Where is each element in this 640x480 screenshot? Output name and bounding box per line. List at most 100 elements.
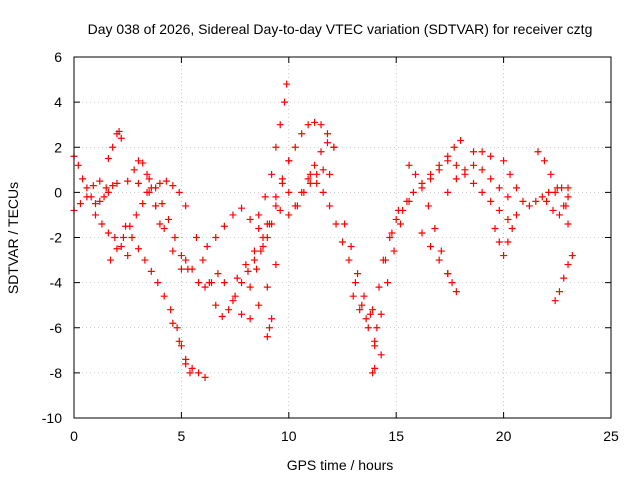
data-point — [147, 267, 155, 275]
data-point — [377, 310, 385, 318]
data-point — [188, 364, 196, 372]
data-point — [551, 297, 559, 305]
data-point — [519, 197, 527, 205]
data-point — [341, 220, 349, 228]
grid-layer — [74, 57, 611, 418]
data-point — [265, 324, 273, 332]
series-track-4 — [104, 127, 125, 163]
data-point — [562, 202, 570, 210]
data-point — [96, 197, 104, 205]
data-point — [306, 170, 314, 178]
data-point — [182, 202, 190, 210]
data-point — [373, 324, 381, 332]
data-point — [560, 274, 568, 282]
data-point — [113, 245, 121, 253]
series-track-32 — [427, 157, 512, 223]
y-tick-label: -8 — [50, 365, 63, 381]
data-point — [452, 161, 460, 169]
data-point — [158, 200, 166, 208]
series-track-6 — [124, 157, 164, 228]
data-point — [487, 197, 495, 205]
series-track-7 — [122, 222, 194, 377]
series-track-11 — [169, 319, 209, 381]
data-point — [255, 211, 263, 219]
data-point — [132, 211, 140, 219]
data-point — [165, 215, 173, 223]
series-track-5 — [107, 188, 153, 264]
data-point — [169, 247, 177, 255]
data-point — [171, 234, 179, 241]
data-point — [276, 206, 284, 214]
data-point — [167, 306, 175, 314]
data-point — [192, 234, 200, 241]
series-track-19 — [263, 315, 276, 341]
data-point — [214, 270, 222, 278]
data-point — [504, 238, 512, 246]
data-point — [332, 220, 340, 228]
data-point — [177, 265, 185, 273]
data-point — [390, 247, 398, 255]
series-track-17 — [246, 157, 293, 291]
data-point — [182, 355, 190, 363]
data-point — [122, 222, 130, 230]
x-tick-label: 5 — [178, 428, 186, 444]
data-point — [225, 306, 233, 314]
data-point — [366, 310, 374, 318]
data-point — [272, 261, 280, 269]
data-point — [175, 337, 183, 345]
data-point — [145, 175, 153, 183]
data-point — [98, 220, 106, 228]
data-point — [134, 179, 142, 187]
data-point — [564, 193, 572, 201]
data-point — [543, 197, 551, 205]
series-track-24 — [341, 220, 381, 332]
data-point — [169, 182, 177, 190]
y-tick-label: 2 — [54, 139, 62, 155]
data-point — [377, 351, 385, 359]
data-point — [549, 206, 557, 214]
data-point — [555, 211, 563, 219]
data-point — [156, 220, 164, 228]
data-point — [195, 369, 203, 377]
series-track-10 — [156, 177, 190, 210]
data-point — [525, 202, 533, 210]
data-point — [285, 211, 293, 219]
data-point — [444, 270, 452, 278]
data-point — [261, 193, 269, 201]
data-point — [313, 170, 321, 178]
data-point — [285, 157, 293, 165]
data-point — [229, 297, 237, 305]
series-track-26 — [369, 364, 379, 377]
data-point — [323, 130, 331, 138]
data-point — [317, 148, 325, 156]
data-point — [272, 202, 280, 210]
data-point — [134, 245, 142, 253]
data-point — [405, 161, 413, 169]
y-tick-label: -4 — [50, 275, 63, 291]
data-point — [233, 274, 241, 282]
data-point — [218, 312, 226, 320]
x-tick-label: 20 — [496, 428, 512, 444]
data-point — [351, 279, 359, 287]
series-track-18 — [255, 80, 291, 219]
data-point — [104, 229, 112, 237]
y-axis-label: SDTVAR / TECUs — [5, 182, 21, 294]
data-point — [553, 184, 561, 192]
data-point — [551, 188, 559, 196]
data-point — [83, 184, 91, 192]
data-point — [437, 247, 445, 255]
data-point — [89, 182, 97, 190]
data-point — [272, 193, 280, 201]
data-point — [293, 202, 301, 210]
data-point — [345, 256, 353, 264]
data-point — [568, 252, 576, 260]
y-tick-label: 0 — [54, 184, 62, 200]
data-point — [124, 252, 132, 260]
data-point — [128, 234, 136, 241]
data-point — [104, 188, 112, 196]
series-track-9 — [145, 175, 192, 273]
data-point — [508, 224, 516, 232]
data-point — [285, 188, 293, 196]
data-point — [399, 206, 407, 214]
data-point — [362, 315, 370, 323]
